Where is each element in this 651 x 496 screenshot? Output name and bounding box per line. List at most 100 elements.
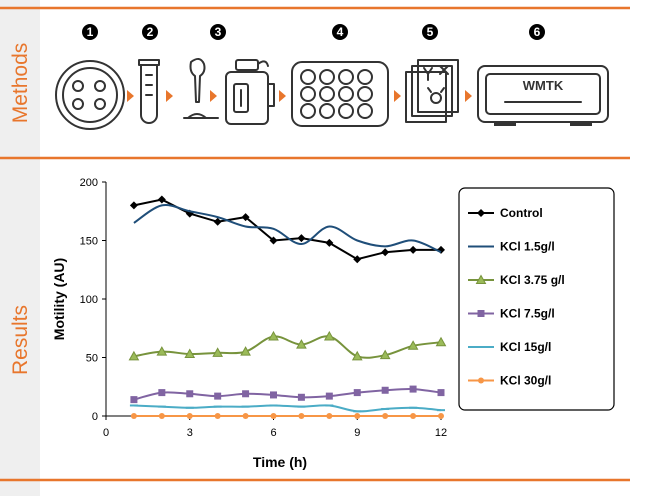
data-point [212, 347, 224, 357]
x-tick-label: 3 [187, 427, 193, 439]
data-point [326, 413, 333, 419]
wmtk-device-icon: WMTK [477, 65, 609, 126]
step-badge-1: 1 [82, 24, 98, 40]
data-point [437, 389, 445, 397]
data-point [158, 389, 166, 397]
series-line [133, 388, 442, 401]
data-point [269, 236, 278, 245]
data-point [270, 413, 277, 419]
series-5 [130, 413, 444, 419]
series-4 [129, 404, 445, 413]
data-point [410, 413, 417, 419]
legend-label: KCl 15g/l [500, 340, 551, 354]
side-band [0, 0, 40, 496]
chart-legend: Control KCl 1.5g/l KCl 3.75 g/l KCl 7.5g/l K… [458, 187, 615, 411]
device-label: WMTK [523, 78, 564, 93]
series-2 [128, 330, 447, 361]
petri-dish-icon [55, 60, 125, 130]
legend-box [458, 187, 615, 411]
flow-arrow-icon-2 [166, 90, 173, 102]
data-point [214, 392, 222, 400]
data-point [129, 201, 138, 210]
data-point [158, 413, 165, 419]
data-point [354, 413, 361, 419]
data-point [268, 330, 279, 341]
data-point [240, 346, 251, 356]
data-point [270, 391, 277, 399]
data-point [156, 346, 168, 356]
step-badge-4: 4 [332, 24, 348, 40]
legend-item: KCl 7.5g/l [468, 307, 555, 321]
legend-label: KCl 30g/l [500, 374, 551, 388]
data-point [438, 413, 444, 419]
step-badges: 1 2 3 4 5 6 [82, 24, 545, 40]
series-0 [129, 195, 445, 264]
series-line [133, 335, 442, 359]
data-point [213, 217, 222, 226]
svg-text:1: 1 [87, 25, 94, 39]
legend-label: KCl 7.5g/l [500, 307, 555, 321]
legend-label: Control [500, 206, 543, 220]
series-3 [130, 385, 445, 404]
y-tick-label: 150 [80, 236, 98, 248]
data-point [409, 245, 418, 254]
step-badge-5: 5 [422, 24, 438, 40]
data-point [381, 248, 390, 257]
svg-text:6: 6 [534, 25, 541, 39]
y-tick-label: 200 [80, 177, 98, 189]
series-line [133, 404, 442, 413]
well-plate-icon [291, 61, 389, 127]
test-tube-icon [138, 59, 160, 124]
data-point [381, 386, 389, 394]
svg-text:4: 4 [337, 25, 344, 39]
data-point [184, 348, 196, 358]
series-group [128, 195, 447, 419]
series-1 [133, 204, 442, 254]
data-point [128, 350, 140, 361]
data-point [297, 393, 305, 401]
data-point [186, 390, 194, 398]
legend-label: KCl 1.5g/l [500, 240, 555, 254]
data-point [435, 336, 447, 347]
data-point [157, 195, 166, 204]
data-point [296, 339, 307, 349]
x-tick-label: 12 [435, 427, 447, 439]
x-tick-label: 9 [354, 427, 360, 439]
data-point [409, 385, 417, 393]
y-tick-label: 100 [80, 294, 98, 306]
svg-text:5: 5 [427, 25, 434, 39]
y-axis-title: Motility (AU) [51, 258, 67, 340]
legend-item: KCl 30g/l [468, 374, 551, 388]
motility-chart: 0 50 100 150 200 0 3 6 9 12 Motility (AU) Time (… [51, 177, 447, 470]
data-point [241, 213, 250, 222]
data-point [214, 413, 221, 419]
legend-marker [477, 310, 485, 317]
y-tick-group: 0 50 100 150 200 [80, 177, 106, 423]
svg-text:3: 3 [215, 25, 222, 39]
flow-arrow-icon-5 [394, 90, 401, 102]
data-point [407, 340, 419, 350]
step-badge-3: 3 [210, 24, 226, 40]
data-point [297, 234, 306, 243]
flow-arrow-icon-4 [279, 90, 286, 102]
flow-arrow-icon-3 [210, 90, 217, 102]
flow-arrow-icon-1 [127, 90, 134, 102]
data-point [325, 238, 334, 247]
data-point [382, 413, 389, 419]
legend-label: KCl 3.75 g/l [500, 273, 565, 287]
data-point [379, 349, 391, 360]
legend-item: KCl 15g/l [468, 340, 551, 354]
legend-items: Control KCl 1.5g/l KCl 3.75 g/l KCl 7.5g/l K… [468, 206, 565, 388]
data-point [323, 330, 335, 341]
results-label: Results [9, 305, 32, 375]
data-point [351, 350, 363, 361]
data-point [130, 396, 138, 404]
methods-label: Methods [9, 43, 32, 124]
x-axis-title: Time (h) [253, 454, 307, 470]
data-point [130, 413, 137, 419]
y-tick-label: 50 [86, 353, 98, 365]
svg-text:2: 2 [147, 25, 154, 39]
series-line [133, 204, 442, 254]
data-point [353, 255, 362, 264]
